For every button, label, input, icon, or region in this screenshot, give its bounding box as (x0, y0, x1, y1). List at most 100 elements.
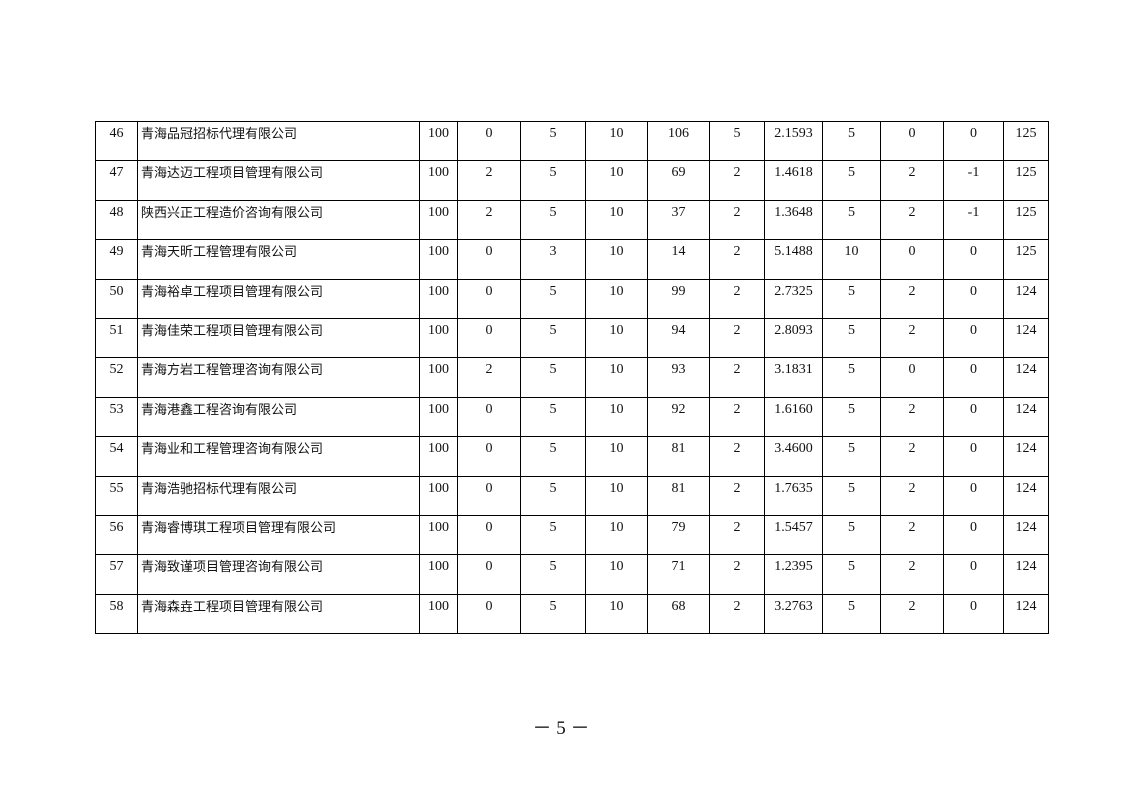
cell: 2 (709, 475, 765, 516)
cell: 51 (95, 317, 138, 359)
cell: 10 (585, 120, 648, 162)
table-row: 50 青海裕卓工程项目管理有限公司 100 0 5 10 99 2 2.7325 5 2 0 124 (95, 278, 1049, 319)
cell: 124 (1003, 396, 1049, 438)
cell: 2 (709, 554, 765, 595)
table-row: 53 青海港鑫工程咨询有限公司 100 0 5 10 92 2 1.6160 5 2 0 124 (95, 396, 1049, 438)
cell: 2 (709, 160, 765, 201)
table-body: 46 青海品冠招标代理有限公司 100 0 5 10 106 5 2.1593 5 0 0 125 47 青… (95, 120, 1049, 635)
cell: 2 (880, 160, 944, 201)
cell: 2 (880, 475, 944, 516)
cell: 0 (943, 554, 1004, 595)
cell: 0 (457, 475, 521, 516)
cell: -1 (943, 160, 1004, 201)
cell: 5 (520, 120, 586, 162)
cell: 0 (457, 514, 521, 556)
cell: 5 (822, 199, 881, 241)
cell: 5 (822, 475, 881, 516)
cell: 69 (647, 160, 710, 201)
cell: 46 (95, 120, 138, 162)
cell: 2 (457, 357, 521, 398)
cell: 37 (647, 199, 710, 241)
cell: 1.2395 (764, 554, 823, 595)
cell: 2 (880, 554, 944, 595)
cell: 2.1593 (764, 120, 823, 162)
cell: 48 (95, 199, 138, 241)
cell: 124 (1003, 278, 1049, 319)
cell: 53 (95, 396, 138, 438)
company-name: 青海森垚工程项目管理有限公司 (137, 593, 420, 635)
cell: 10 (585, 278, 648, 319)
cell: 50 (95, 278, 138, 319)
cell: 0 (943, 278, 1004, 319)
cell: 106 (647, 120, 710, 162)
cell: 100 (419, 199, 458, 241)
cell: 0 (943, 593, 1004, 635)
cell: 0 (943, 120, 1004, 162)
cell: 100 (419, 593, 458, 635)
cell: 2 (880, 593, 944, 635)
cell: 0 (457, 120, 521, 162)
cell: 5 (520, 357, 586, 398)
cell: 100 (419, 475, 458, 516)
cell: 10 (585, 593, 648, 635)
cell: 5 (520, 317, 586, 359)
table-row: 47 青海达迈工程项目管理有限公司 100 2 5 10 69 2 1.4618 5 2 -1 125 (95, 160, 1049, 201)
company-name: 青海佳荣工程项目管理有限公司 (137, 317, 420, 359)
cell: 2 (880, 278, 944, 319)
cell: 10 (585, 396, 648, 438)
table-row: 48 陕西兴正工程造价咨询有限公司 100 2 5 10 37 2 1.3648 5 2 -1 125 (95, 199, 1049, 241)
cell: 0 (943, 239, 1004, 280)
cell: 5 (822, 396, 881, 438)
cell: 5 (822, 554, 881, 595)
cell: 0 (943, 436, 1004, 477)
cell: 5 (520, 199, 586, 241)
cell: 0 (943, 396, 1004, 438)
cell: 5 (520, 436, 586, 477)
cell: 124 (1003, 554, 1049, 595)
cell: 125 (1003, 120, 1049, 162)
cell: 1.4618 (764, 160, 823, 201)
cell: 0 (457, 239, 521, 280)
cell: 1.7635 (764, 475, 823, 516)
table-row: 55 青海浩驰招标代理有限公司 100 0 5 10 81 2 1.7635 5 2 0 124 (95, 475, 1049, 516)
cell: 5 (520, 554, 586, 595)
company-name: 青海品冠招标代理有限公司 (137, 120, 420, 162)
cell: 10 (585, 475, 648, 516)
table-row: 57 青海致谨项目管理咨询有限公司 100 0 5 10 71 2 1.2395 5 2 0 124 (95, 554, 1049, 595)
company-name: 青海睿博琪工程项目管理有限公司 (137, 514, 420, 556)
cell: 124 (1003, 317, 1049, 359)
cell: 49 (95, 239, 138, 280)
cell: 100 (419, 357, 458, 398)
table-row: 52 青海方岩工程管理咨询有限公司 100 2 5 10 93 2 3.1831 5 0 0 124 (95, 357, 1049, 398)
cell: 100 (419, 317, 458, 359)
company-name: 青海裕卓工程项目管理有限公司 (137, 278, 420, 319)
company-name: 青海致谨项目管理咨询有限公司 (137, 554, 420, 595)
cell: 68 (647, 593, 710, 635)
cell: 125 (1003, 239, 1049, 280)
cell: 1.5457 (764, 514, 823, 556)
cell: 0 (943, 475, 1004, 516)
cell: 2 (880, 396, 944, 438)
cell: 10 (585, 436, 648, 477)
cell: 92 (647, 396, 710, 438)
cell: 124 (1003, 436, 1049, 477)
cell: 2 (709, 396, 765, 438)
cell: 1.3648 (764, 199, 823, 241)
cell: 2 (709, 317, 765, 359)
cell: 2 (709, 593, 765, 635)
company-name: 青海港鑫工程咨询有限公司 (137, 396, 420, 438)
score-table: 46 青海品冠招标代理有限公司 100 0 5 10 106 5 2.1593 5 0 0 125 47 青… (95, 120, 1049, 635)
cell: 0 (457, 317, 521, 359)
cell: -1 (943, 199, 1004, 241)
cell: 2 (880, 199, 944, 241)
cell: 125 (1003, 160, 1049, 201)
cell: 5 (822, 160, 881, 201)
cell: 0 (457, 436, 521, 477)
cell: 3.1831 (764, 357, 823, 398)
company-name: 青海业和工程管理咨询有限公司 (137, 436, 420, 477)
cell: 5 (520, 278, 586, 319)
cell: 47 (95, 160, 138, 201)
cell: 2 (709, 357, 765, 398)
cell: 10 (585, 514, 648, 556)
cell: 2 (709, 436, 765, 477)
